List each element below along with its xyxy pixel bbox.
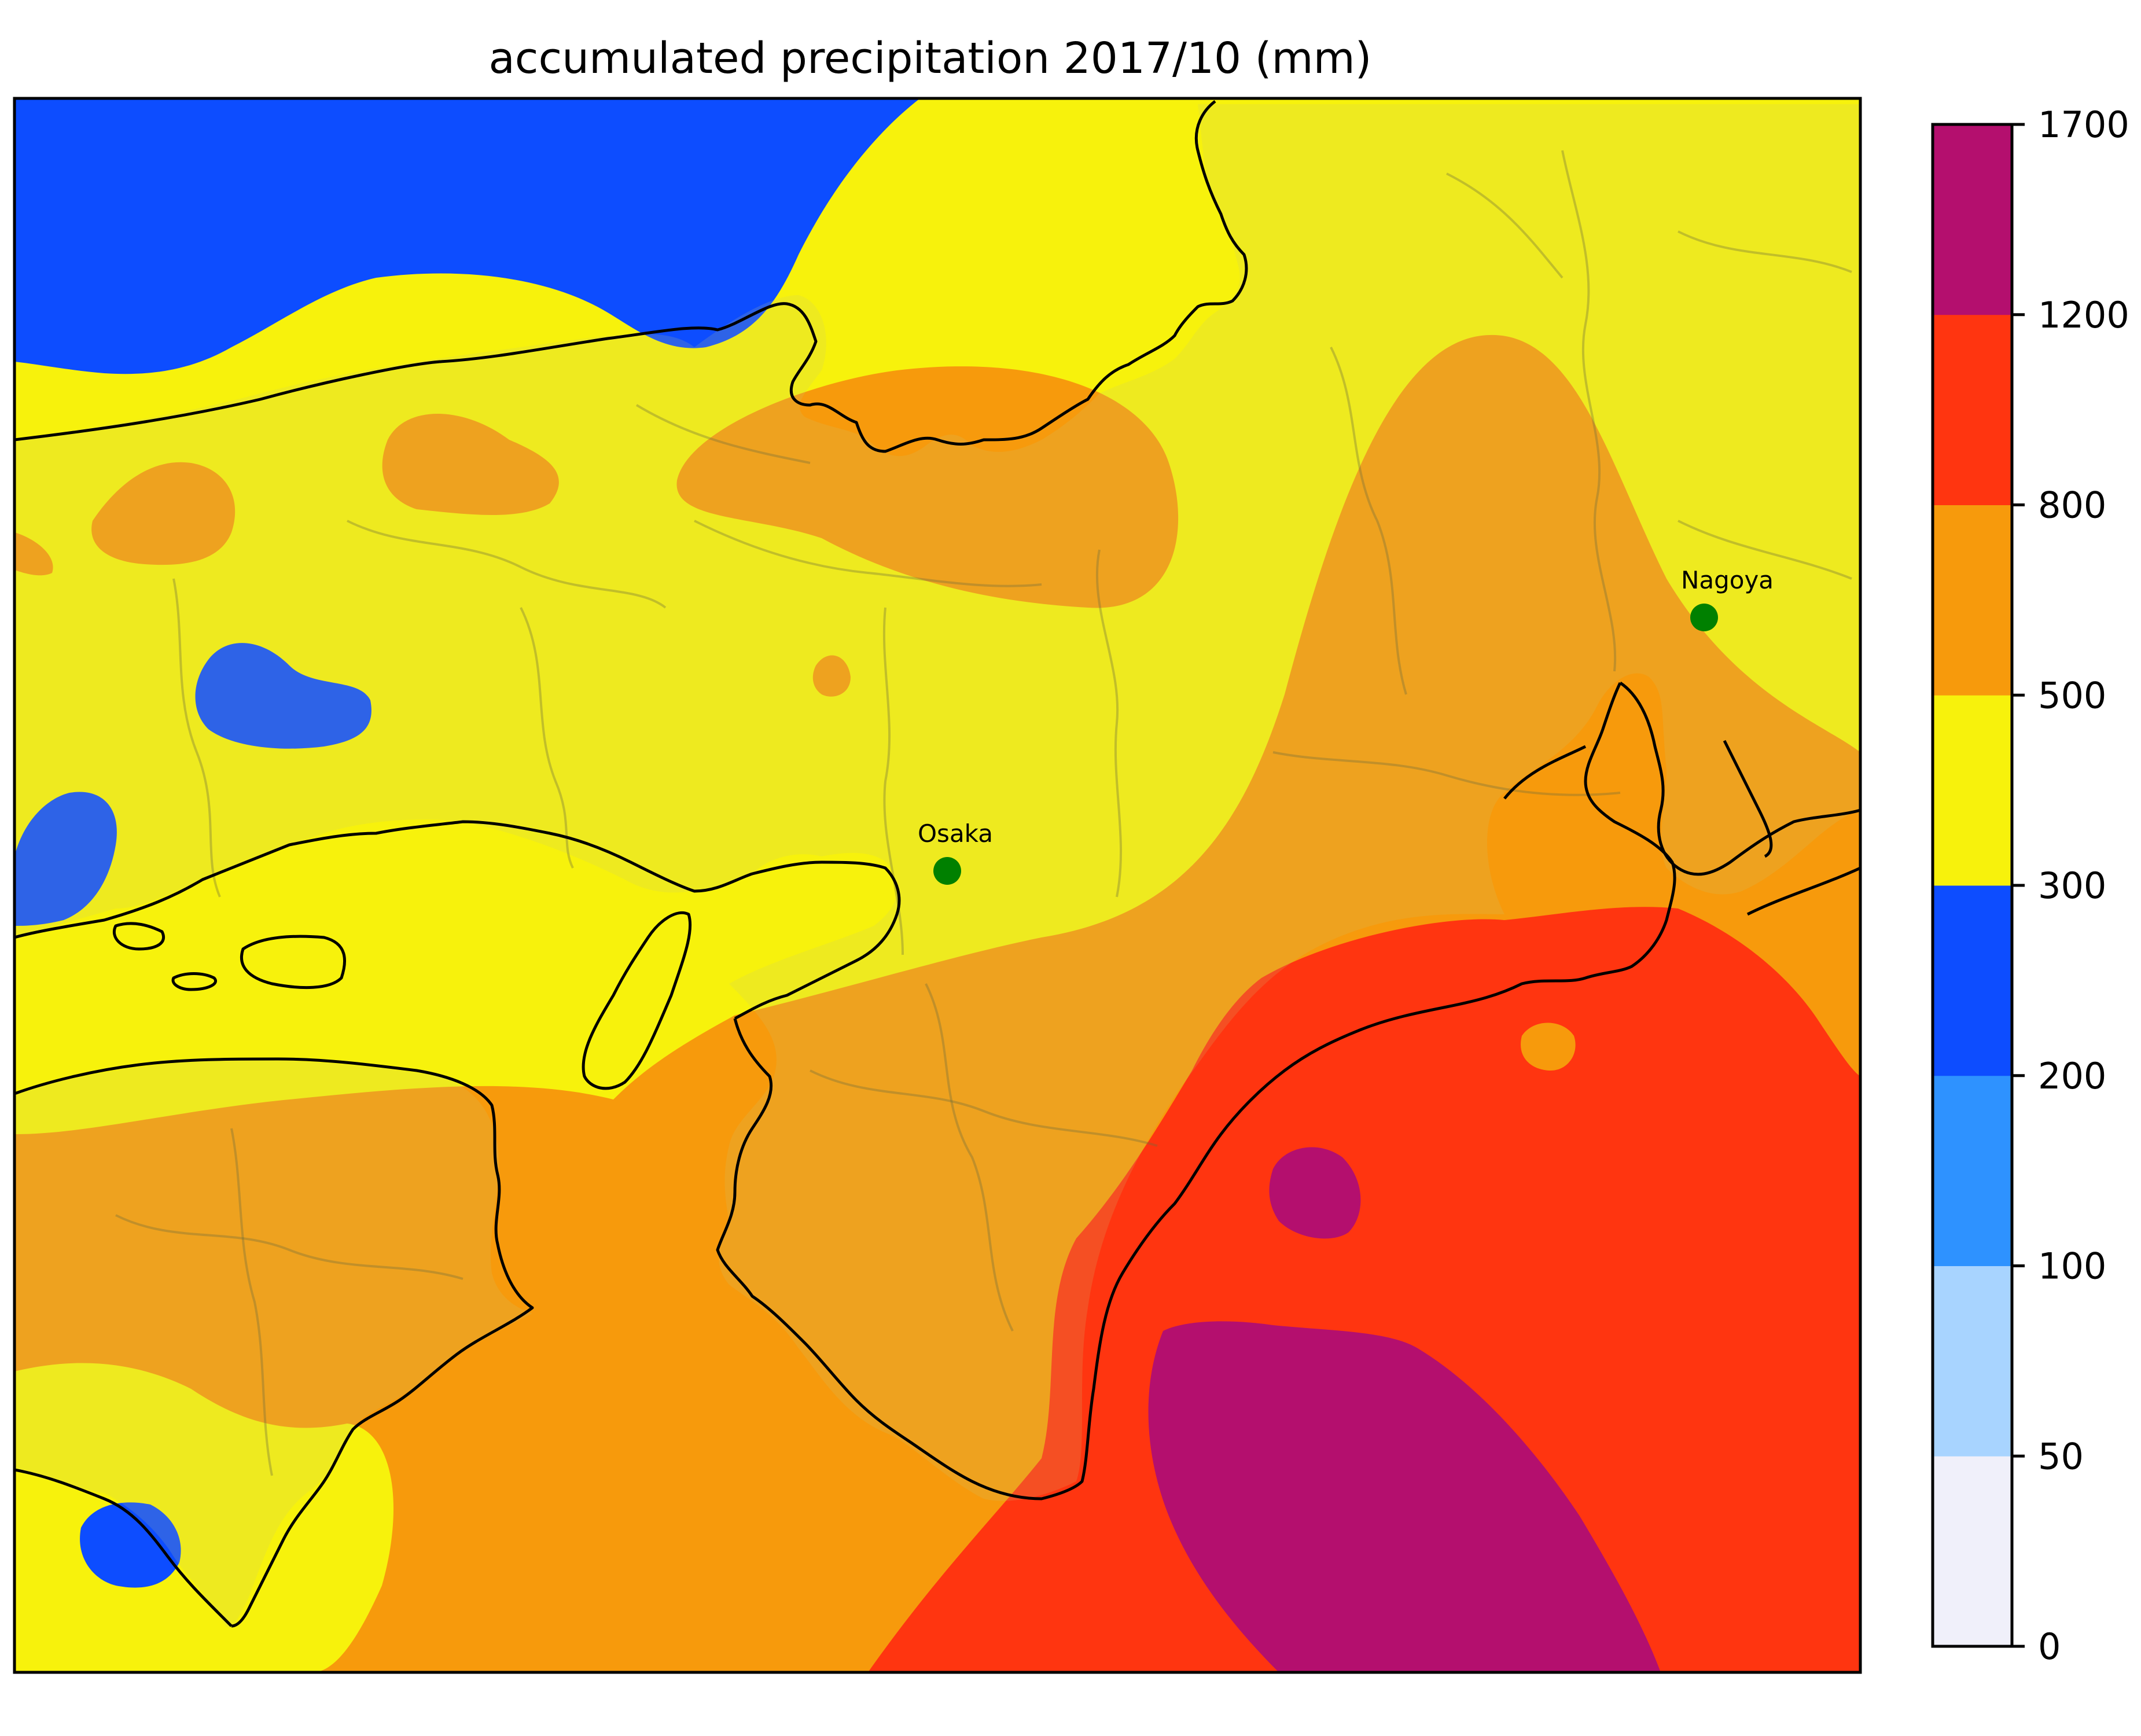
coastline [14, 100, 1860, 1628]
contour-500-800-blob-b [91, 462, 236, 565]
colorbar-tick-label: 800 [2038, 484, 2106, 527]
map-frame [13, 97, 1862, 1674]
nagoya-label: Nagoya [1681, 566, 1774, 594]
contour-500-800-blob-d [812, 655, 851, 697]
colorbar-tick-label: 0 [2038, 1625, 2061, 1668]
nagoya-marker [1690, 604, 1718, 631]
colorbar-block [1933, 314, 2012, 505]
land-overlay-shikoku [14, 1059, 532, 1628]
colorbar-block [1933, 1456, 2012, 1647]
contour-500-800-north [676, 366, 1179, 608]
contour-800-1200 [868, 907, 1860, 1672]
colorbar-block [1933, 695, 2012, 886]
contour-200-300-north [14, 98, 920, 374]
contour-500-800-notch [1521, 1023, 1576, 1071]
contour-300-500-sw [14, 1363, 393, 1672]
colorbar-tick-label: 300 [2038, 865, 2106, 907]
admin-boundaries [115, 150, 1852, 1476]
colorbar-tick-label: 200 [2038, 1055, 2106, 1097]
contour-500-800-blob-a [382, 414, 559, 515]
contour-500-800-blob-c [14, 532, 53, 576]
colorbar-ticks: 0 50 100 200 300 500 800 1200 1700 [2012, 104, 2129, 1668]
colorbar-block [1933, 1075, 2012, 1266]
colorbar-block [1933, 885, 2012, 1076]
osaka-label: Osaka [918, 819, 993, 848]
land-overlay [14, 104, 1860, 1501]
colorbar-block [1933, 1266, 2012, 1457]
contour-200-300-a [195, 643, 371, 749]
colorbar-tick-label: 50 [2038, 1435, 2084, 1477]
map-title: accumulated precipitation 2017/10 (mm) [488, 34, 1372, 83]
colorbar-tick-label: 100 [2038, 1245, 2106, 1288]
osaka-marker [933, 857, 961, 885]
colorbar: 0 50 100 200 300 500 800 1200 1700 [1931, 104, 2129, 1668]
city-nagoya: Nagoya [1681, 566, 1774, 631]
colorbar-tick-label: 500 [2038, 674, 2106, 716]
colorbar-tick-label: 1200 [2038, 294, 2129, 336]
contour-1200-1700-south [1148, 1321, 1661, 1672]
contour-200-300-c [80, 1502, 181, 1588]
contour-200-300-b [14, 792, 117, 926]
colorbar-block [1933, 124, 2012, 315]
contour-field [14, 98, 1860, 1672]
colorbar-tick-label: 1700 [2038, 104, 2129, 146]
contour-1200-1700-blob [1269, 1147, 1361, 1239]
colorbar-blocks [1933, 124, 2012, 1647]
city-osaka: Osaka [918, 819, 993, 885]
colorbar-block [1933, 505, 2012, 696]
